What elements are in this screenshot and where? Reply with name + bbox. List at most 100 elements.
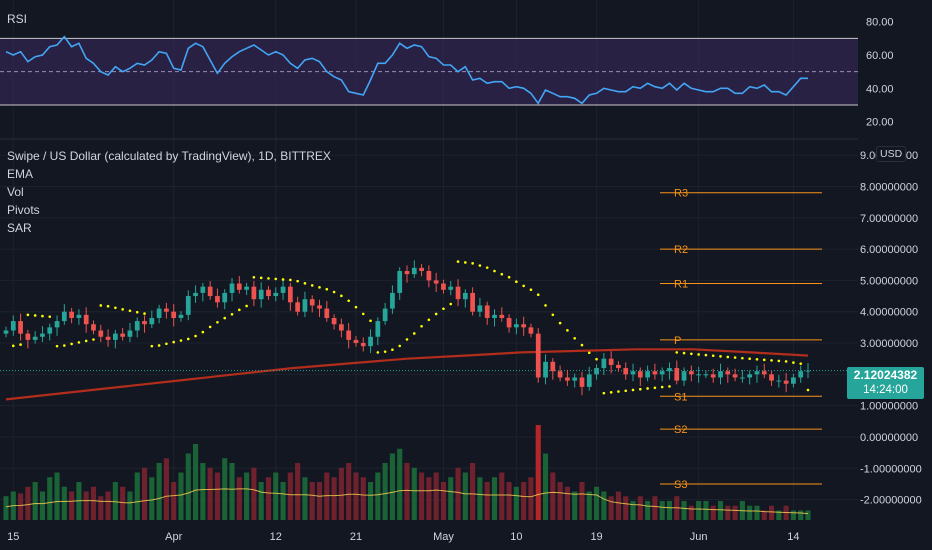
- candle[interactable]: [732, 374, 738, 378]
- candle[interactable]: [798, 371, 804, 378]
- candle[interactable]: [382, 308, 388, 322]
- candle[interactable]: [630, 371, 636, 375]
- candle[interactable]: [586, 374, 592, 387]
- candle[interactable]: [579, 377, 585, 387]
- candle[interactable]: [171, 311, 177, 318]
- candle[interactable]: [783, 380, 789, 384]
- candle[interactable]: [404, 271, 410, 275]
- candle[interactable]: [207, 286, 213, 297]
- candle[interactable]: [149, 317, 155, 325]
- candle[interactable]: [419, 267, 424, 271]
- candle[interactable]: [565, 377, 570, 381]
- candle[interactable]: [477, 305, 483, 312]
- candle[interactable]: [287, 286, 293, 303]
- candle[interactable]: [791, 377, 796, 384]
- candle[interactable]: [69, 311, 74, 318]
- candle[interactable]: [280, 286, 286, 293]
- candle[interactable]: [54, 321, 60, 328]
- candle[interactable]: [725, 371, 731, 375]
- candle[interactable]: [324, 308, 330, 318]
- candle[interactable]: [572, 377, 578, 381]
- legend-ema[interactable]: EMA: [7, 167, 34, 181]
- candle[interactable]: [229, 283, 235, 293]
- candle[interactable]: [696, 374, 702, 376]
- candle[interactable]: [747, 374, 753, 378]
- candle[interactable]: [528, 327, 534, 334]
- candle[interactable]: [251, 286, 257, 300]
- rsi-line[interactable]: [5, 35, 808, 105]
- price-pane[interactable]: R3 R2 R1 P S1 S2 S3: [0, 188, 858, 520]
- candle[interactable]: [200, 286, 206, 293]
- candle[interactable]: [236, 283, 242, 290]
- candle[interactable]: [433, 280, 439, 284]
- candle[interactable]: [484, 305, 490, 318]
- candle[interactable]: [185, 296, 191, 315]
- candle[interactable]: [776, 380, 782, 382]
- candle[interactable]: [331, 317, 337, 325]
- candle[interactable]: [462, 292, 468, 300]
- candle[interactable]: [375, 321, 381, 337]
- candle[interactable]: [178, 314, 184, 318]
- candle[interactable]: [667, 368, 672, 372]
- candle[interactable]: [258, 289, 264, 300]
- candle[interactable]: [535, 333, 541, 378]
- chart-title[interactable]: Swipe / US Dollar (calculated by Trading…: [7, 149, 331, 163]
- candle[interactable]: [681, 371, 687, 381]
- candle[interactable]: [317, 305, 322, 309]
- ema-line[interactable]: [5, 348, 809, 401]
- candle[interactable]: [506, 317, 512, 328]
- candle[interactable]: [142, 321, 147, 325]
- candle[interactable]: [397, 271, 403, 293]
- candle[interactable]: [339, 324, 344, 331]
- time-axis[interactable]: 15 Apr 12 21 May 10 19 Jun 14: [7, 531, 799, 543]
- candle[interactable]: [761, 371, 767, 375]
- rsi-pane[interactable]: [0, 35, 858, 106]
- candle[interactable]: [740, 377, 745, 379]
- candle[interactable]: [18, 321, 23, 334]
- candle[interactable]: [645, 371, 650, 378]
- candle[interactable]: [360, 343, 366, 347]
- candle[interactable]: [215, 296, 220, 303]
- candle[interactable]: [557, 371, 563, 378]
- candle[interactable]: [521, 324, 527, 328]
- candle[interactable]: [390, 292, 395, 309]
- candle[interactable]: [91, 324, 96, 331]
- candle[interactable]: [426, 271, 432, 281]
- candle[interactable]: [637, 371, 643, 378]
- candle[interactable]: [76, 314, 82, 318]
- candle[interactable]: [112, 333, 118, 340]
- legend-pivots[interactable]: Pivots: [7, 203, 40, 217]
- candle[interactable]: [164, 308, 169, 312]
- candle[interactable]: [594, 368, 599, 375]
- candle[interactable]: [769, 374, 774, 381]
- candle[interactable]: [273, 292, 279, 297]
- candle[interactable]: [703, 374, 709, 376]
- legend-sar[interactable]: SAR: [7, 221, 32, 235]
- candle[interactable]: [499, 314, 505, 318]
- candle[interactable]: [411, 267, 417, 275]
- candle[interactable]: [368, 336, 373, 347]
- candle[interactable]: [266, 289, 271, 297]
- candle[interactable]: [309, 299, 315, 306]
- candle[interactable]: [83, 314, 89, 325]
- candle[interactable]: [754, 371, 760, 375]
- candle[interactable]: [10, 321, 16, 331]
- candle[interactable]: [156, 308, 162, 318]
- candle[interactable]: [302, 299, 308, 312]
- candle[interactable]: [120, 333, 126, 337]
- candle[interactable]: [616, 364, 621, 369]
- candle[interactable]: [492, 314, 497, 318]
- currency-unit-button[interactable]: USD: [876, 146, 907, 162]
- candle[interactable]: [47, 327, 53, 334]
- candle[interactable]: [40, 333, 45, 337]
- candle[interactable]: [623, 368, 629, 375]
- candle[interactable]: [244, 286, 249, 290]
- candle[interactable]: [295, 302, 301, 312]
- candle[interactable]: [659, 371, 665, 375]
- candle[interactable]: [688, 371, 694, 375]
- candle[interactable]: [550, 361, 556, 372]
- candle[interactable]: [134, 321, 140, 331]
- price-axis[interactable]: 80.0060.0040.0020.009.000000008.00000000…: [860, 17, 922, 507]
- candle[interactable]: [710, 374, 716, 378]
